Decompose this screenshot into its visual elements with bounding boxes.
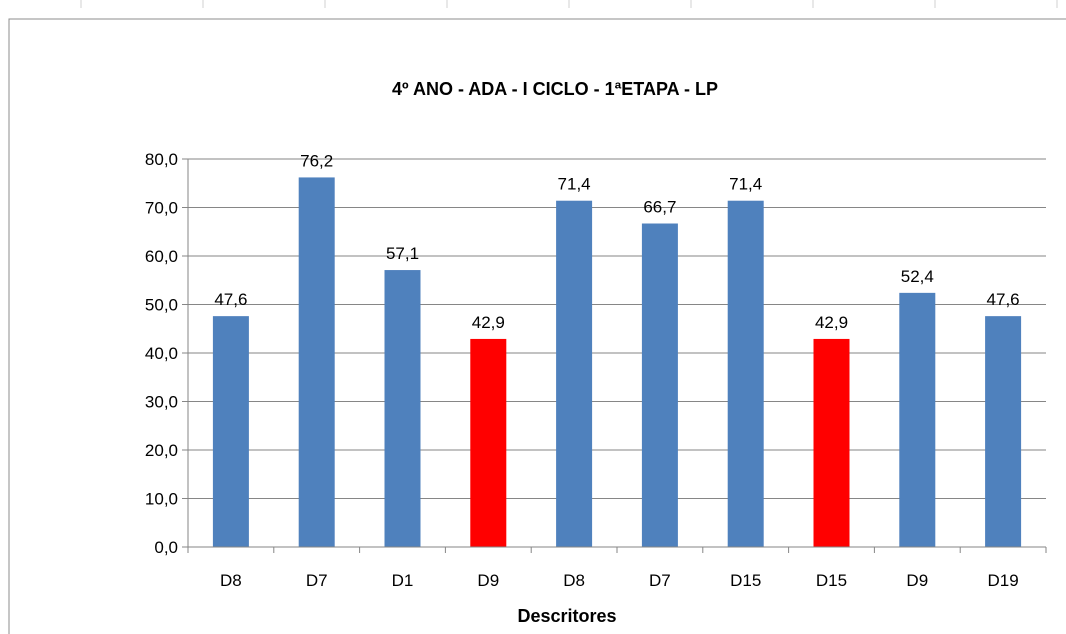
bar — [641, 223, 678, 547]
data-label: 71,4 — [729, 175, 762, 194]
y-tick-label: 10,0 — [145, 490, 178, 509]
bar — [212, 316, 249, 547]
x-tick-label: D7 — [306, 571, 328, 590]
bar — [470, 338, 507, 547]
bar — [985, 316, 1022, 547]
data-label: 42,9 — [815, 313, 848, 332]
bar — [384, 270, 421, 547]
x-tick-label: D8 — [220, 571, 242, 590]
y-tick-label: 60,0 — [145, 247, 178, 266]
x-tick-label: D7 — [649, 571, 671, 590]
data-label: 52,4 — [901, 267, 934, 286]
bar — [899, 292, 936, 547]
y-tick-label: 0,0 — [154, 538, 178, 557]
y-tick-label: 20,0 — [145, 441, 178, 460]
x-tick-label: D1 — [392, 571, 414, 590]
data-labels: 47,6 76,2 57,1 42,9 71,4 66,7 71,4 42,9 52,4 47,6 — [214, 151, 1019, 332]
chart-title: 4º ANO - ADA - I CICLO - 1ªETAPA - LP — [392, 79, 718, 99]
y-tick-label: 50,0 — [145, 296, 178, 315]
bars — [212, 177, 1022, 547]
x-tick-label: D15 — [816, 571, 847, 590]
axes — [187, 159, 1046, 548]
data-label: 71,4 — [558, 175, 591, 194]
x-axis-title: Descritores — [517, 606, 616, 626]
chart-area-border — [8, 18, 1066, 634]
data-label: 66,7 — [643, 198, 676, 217]
data-label: 47,6 — [987, 290, 1020, 309]
bar — [556, 200, 593, 547]
bar — [813, 338, 850, 547]
y-axis-ticks: 0,0 10,0 20,0 30,0 40,0 50,0 60,0 70,0 80,0 — [145, 150, 188, 557]
y-tick-label: 40,0 — [145, 344, 178, 363]
sheet-column-ticks — [80, 0, 1058, 8]
data-label: 42,9 — [472, 313, 505, 332]
x-tick-label: D9 — [477, 571, 499, 590]
x-tick-label: D9 — [906, 571, 928, 590]
data-label: 57,1 — [386, 244, 419, 263]
y-tick-label: 30,0 — [145, 393, 178, 412]
data-label: 47,6 — [214, 290, 247, 309]
bar — [727, 200, 764, 547]
data-label: 76,2 — [300, 151, 333, 170]
x-axis-ticks: D8 D7 D1 D9 D8 D7 D15 D15 D9 D19 — [187, 547, 1047, 590]
x-tick-label: D15 — [730, 571, 761, 590]
y-tick-label: 70,0 — [145, 199, 178, 218]
x-tick-label: D19 — [988, 571, 1019, 590]
x-tick-label: D8 — [563, 571, 585, 590]
bar — [298, 177, 335, 547]
y-tick-label: 80,0 — [145, 150, 178, 169]
